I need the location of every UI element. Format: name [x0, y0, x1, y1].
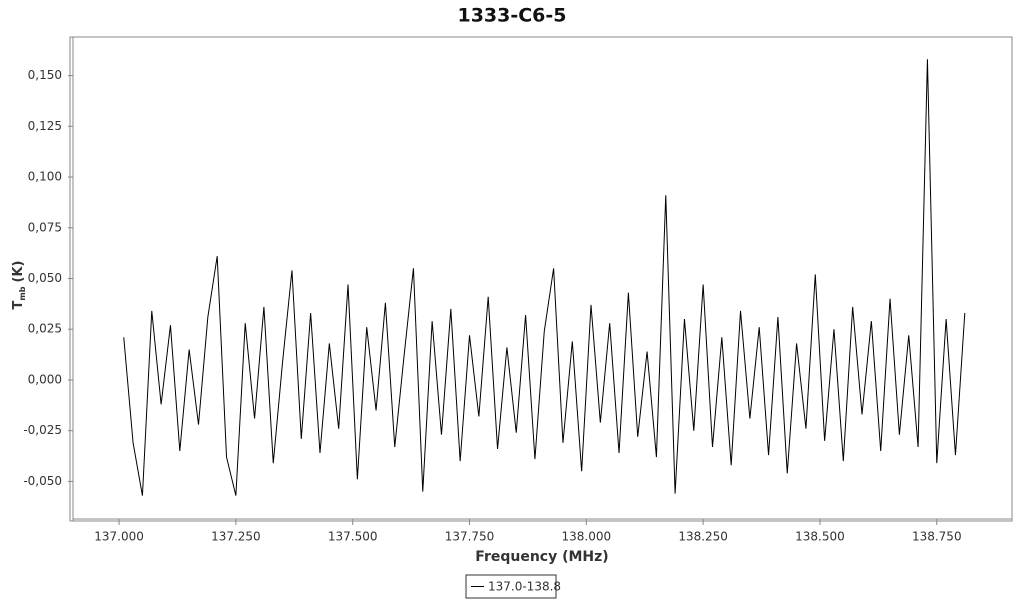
- x-tick-label: 138.500: [795, 530, 845, 544]
- y-tick-label: 0,075: [28, 220, 62, 234]
- y-tick-label: 0,000: [28, 372, 62, 386]
- y-tick-label: -0,050: [23, 474, 62, 488]
- x-axis-label: Frequency (MHz): [475, 549, 608, 565]
- x-tick-label: 137.750: [445, 530, 495, 544]
- y-label-main: T: [11, 300, 26, 309]
- x-tick-label: 137.250: [211, 530, 261, 544]
- legend-box: [465, 574, 557, 599]
- y-tick-label: 0,050: [28, 271, 62, 285]
- y-tick-label: 0,100: [28, 170, 62, 184]
- y-tick-label: -0,025: [23, 423, 62, 437]
- x-tick-label: 137.000: [94, 530, 144, 544]
- plot-frame: [69, 36, 1013, 522]
- y-tick-label: 0,150: [28, 68, 62, 82]
- chart-title: 1333-C6-5: [457, 5, 566, 27]
- y-label-unit: (K): [11, 261, 26, 283]
- x-tick-label: 137.500: [328, 530, 378, 544]
- y-axis-label: Tmb (K): [11, 261, 27, 310]
- y-tick-label: 0,025: [28, 322, 62, 336]
- y-tick-label: 0,125: [28, 119, 62, 133]
- y-label-sub: mb: [18, 286, 27, 300]
- x-tick-label: 138.750: [912, 530, 962, 544]
- x-tick-label: 138.250: [678, 530, 728, 544]
- series-line: [123, 59, 966, 496]
- legend-label: 137.0-138.8: [488, 580, 561, 594]
- x-tick-label: 138.000: [562, 530, 612, 544]
